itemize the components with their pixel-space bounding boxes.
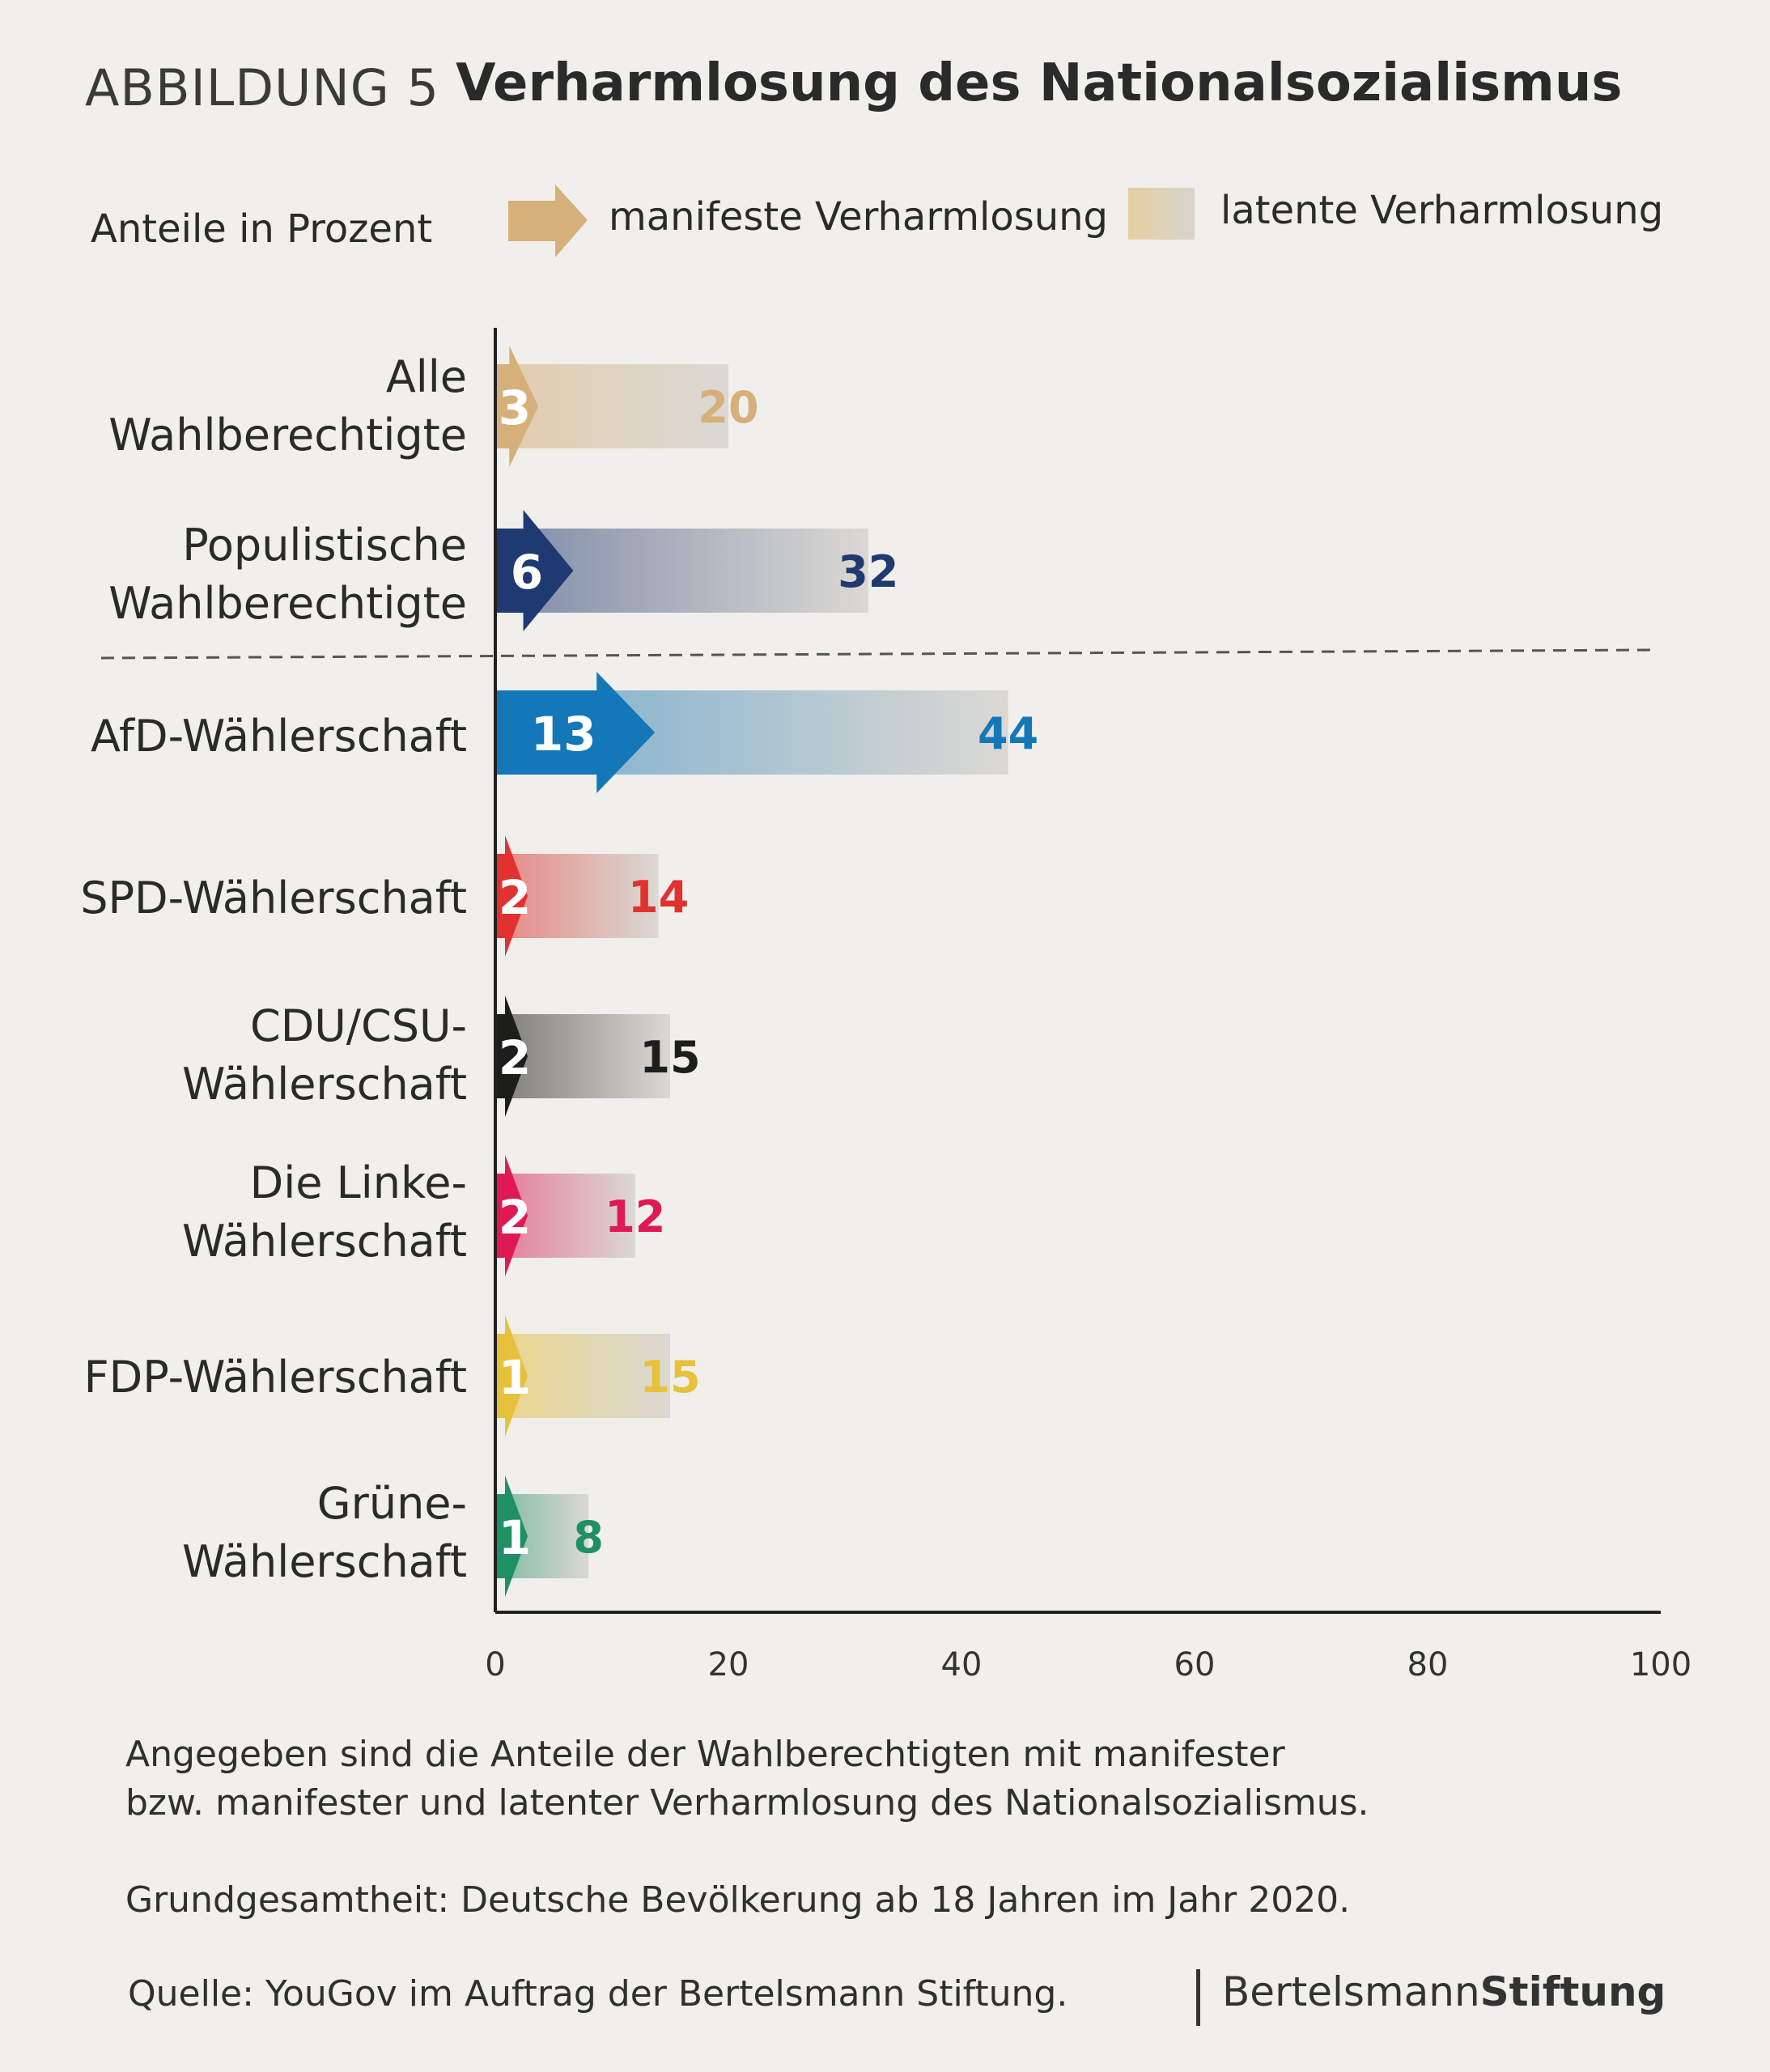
value-label-latent-0: 20 xyxy=(698,382,758,433)
x-tick-label: 20 xyxy=(708,1646,749,1684)
bar-manifest-7 xyxy=(495,1475,528,1597)
value-label-latent-7: 8 xyxy=(573,1512,604,1563)
value-label-manifest-6: 1 xyxy=(499,1350,531,1405)
brand-divider xyxy=(1196,1969,1200,2026)
legend-manifest-label: manifeste Verharmlosung xyxy=(609,194,1109,240)
bar-manifest-2 xyxy=(495,672,656,793)
value-label-manifest-5: 2 xyxy=(499,1190,531,1245)
bar-manifest-5 xyxy=(495,1155,528,1276)
figure-label: ABBILDUNG 5 xyxy=(85,58,440,117)
legend-unit: Anteile in Prozent xyxy=(91,206,433,252)
category-label-afd: AfD-Wählerschaft xyxy=(91,711,467,762)
category-label-alle: Alle Wahlberechtigte xyxy=(108,351,467,461)
category-label-linke: Die Linke- Wählerschaft xyxy=(181,1157,467,1267)
value-label-latent-6: 15 xyxy=(639,1352,700,1403)
note-line-1: Angegeben sind die Anteile der Wahlberec… xyxy=(125,1734,1285,1775)
value-label-latent-5: 12 xyxy=(605,1191,665,1242)
value-label-manifest-4: 2 xyxy=(499,1030,531,1085)
category-label-fdp: FDP-Wählerschaft xyxy=(83,1352,467,1403)
value-label-latent-4: 15 xyxy=(639,1032,700,1083)
group-divider xyxy=(100,648,1656,660)
x-tick-label: 100 xyxy=(1630,1646,1691,1684)
note-line-2: bzw. manifester und latenter Verharmlosu… xyxy=(125,1782,1369,1824)
population-note: Grundgesamtheit: Deutsche Bevölkerung ab… xyxy=(125,1879,1351,1921)
legend-manifest-swatch xyxy=(508,185,588,257)
value-label-manifest-7: 1 xyxy=(499,1510,531,1565)
legend-latent-swatch xyxy=(1128,188,1195,240)
category-label-cdu-csu: CDU/CSU- Wählerschaft xyxy=(181,1000,467,1110)
brand-logo: BertelsmannStiftung xyxy=(1222,1968,1666,2015)
value-label-manifest-2: 13 xyxy=(531,707,596,762)
value-label-manifest-1: 6 xyxy=(511,545,543,600)
value-label-manifest-0: 3 xyxy=(499,380,531,435)
bar-manifest-3 xyxy=(495,835,528,957)
x-tick-label: 80 xyxy=(1407,1646,1449,1684)
legend-latent-label: latente Verharmlosung xyxy=(1220,188,1664,233)
x-tick-label: 60 xyxy=(1174,1646,1216,1684)
category-label-gruene: Grüne- Wählerschaft xyxy=(181,1478,467,1587)
value-label-latent-2: 44 xyxy=(978,708,1038,759)
bar-manifest-6 xyxy=(495,1315,528,1437)
bar-manifest-1 xyxy=(495,510,574,631)
chart-title: Verharmlosung des Nationalsozialismus xyxy=(456,53,1623,113)
value-label-latent-3: 14 xyxy=(628,872,689,923)
category-label-populistische: Populistische Wahlberechtigte xyxy=(108,520,467,629)
value-label-manifest-3: 2 xyxy=(499,870,531,925)
source-note: Quelle: YouGov im Auftrag der Bertelsman… xyxy=(128,1973,1068,2015)
x-tick-label: 40 xyxy=(941,1646,983,1684)
bar-manifest-4 xyxy=(495,996,528,1117)
bar-manifest-0 xyxy=(495,346,539,467)
x-tick-label: 0 xyxy=(485,1646,505,1684)
value-label-latent-1: 32 xyxy=(838,546,898,597)
category-label-spd: SPD-Wählerschaft xyxy=(80,873,467,923)
